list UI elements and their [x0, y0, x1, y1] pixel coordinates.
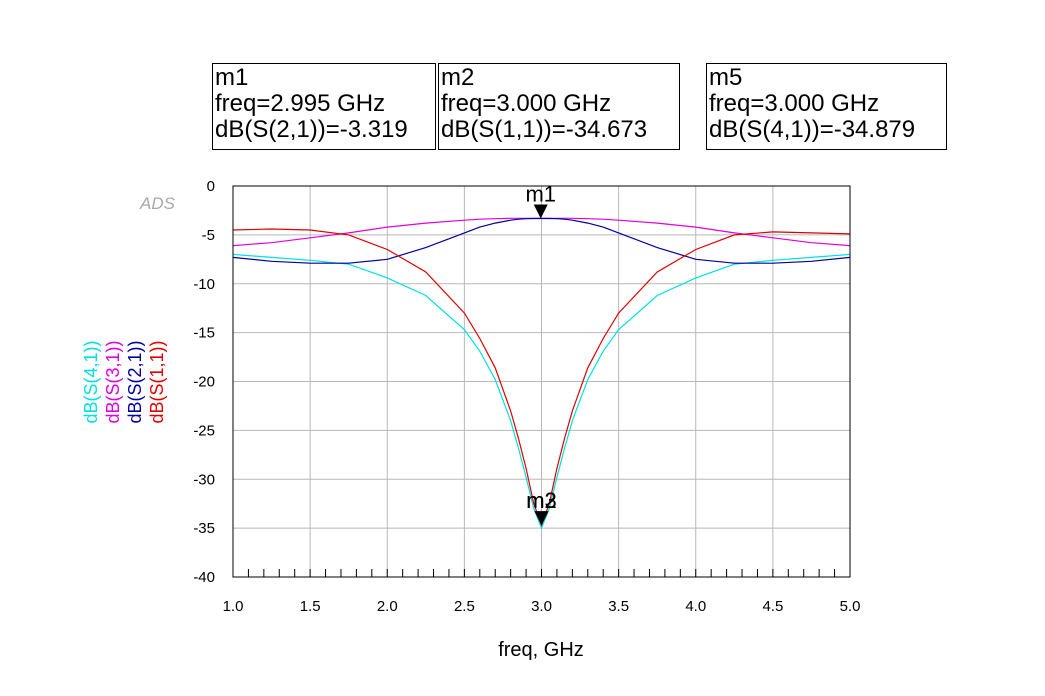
marker-arrow	[533, 204, 548, 219]
x-tick-label: 3.0	[531, 598, 552, 615]
x-tick-label: 2.5	[454, 598, 475, 615]
y-tick-label: -25	[193, 422, 215, 439]
x-tick-label: 3.5	[608, 598, 629, 615]
marker-freq: freq=3.000 GHz	[441, 90, 612, 117]
marker-label: m2	[526, 488, 557, 513]
y-tick-label: -30	[193, 471, 215, 488]
y-tick-label: 0	[207, 178, 215, 195]
plot-frame	[232, 185, 851, 578]
x-tick-label: 2.0	[377, 598, 398, 615]
y-tick-label: -15	[193, 325, 215, 342]
legend: dB(S(4,1)) dB(S(3,1)) dB(S(2,1)) dB(S(1,1))	[81, 340, 167, 423]
marker-name: m1	[215, 64, 249, 91]
marker-value: dB(S(1,1))=-34.673	[441, 116, 648, 143]
marker-readout-m5: m5 freq=3.000 GHz dB(S(4,1))=-34.879	[706, 63, 947, 150]
x-tick-label: 4.5	[762, 598, 783, 615]
x-tick-label: 5.0	[840, 598, 861, 615]
marker-arrow	[534, 511, 549, 526]
y-tick-label: -20	[193, 374, 215, 391]
marker-freq: freq=2.995 GHz	[215, 90, 386, 117]
marker-name: m2	[441, 64, 475, 91]
legend-entry: dB(S(1,1))	[147, 340, 167, 423]
legend-entry: dB(S(2,1))	[125, 340, 145, 423]
x-tick-labels: 1.0 1.5 2.0 2.5 3.0 3.5 4.0 4.5 5.0	[223, 598, 861, 615]
y-tick-labels: 0 -5 -10 -15 -20 -25 -30 -35 -40	[193, 178, 215, 586]
marker-label: m1	[525, 181, 556, 206]
marker-value: dB(S(4,1))=-34.879	[709, 116, 916, 143]
marker-readout-m2: m2 freq=3.000 GHz dB(S(1,1))=-34.673	[438, 63, 680, 150]
x-tick-label: 1.5	[300, 598, 321, 615]
x-axis-label: freq, GHz	[498, 639, 584, 661]
minor-ticks	[232, 569, 851, 577]
series-line-db-s-4-1-	[232, 253, 851, 530]
y-tick-label: -5	[202, 227, 215, 244]
ads-watermark: ADS	[139, 194, 176, 213]
marker-name: m5	[709, 64, 743, 91]
legend-entry: dB(S(3,1))	[103, 340, 123, 423]
x-tick-label: 1.0	[223, 598, 244, 615]
legend-entry: dB(S(4,1))	[81, 340, 101, 423]
marker-freq: freq=3.000 GHz	[709, 90, 880, 117]
series-line-db-s-2-1-	[232, 217, 851, 264]
y-tick-label: -40	[193, 569, 215, 586]
y-tick-label: -10	[193, 276, 215, 293]
marker-label: m3	[526, 488, 557, 513]
marker-readout-m1: m1 freq=2.995 GHz dB(S(2,1))=-3.319	[212, 63, 436, 150]
series-lines	[232, 217, 851, 530]
marker-value: dB(S(2,1))=-3.319	[215, 116, 408, 143]
y-tick-label: -35	[193, 520, 215, 537]
series-line-db-s-1-1-	[232, 228, 851, 527]
x-tick-label: 4.0	[685, 598, 706, 615]
